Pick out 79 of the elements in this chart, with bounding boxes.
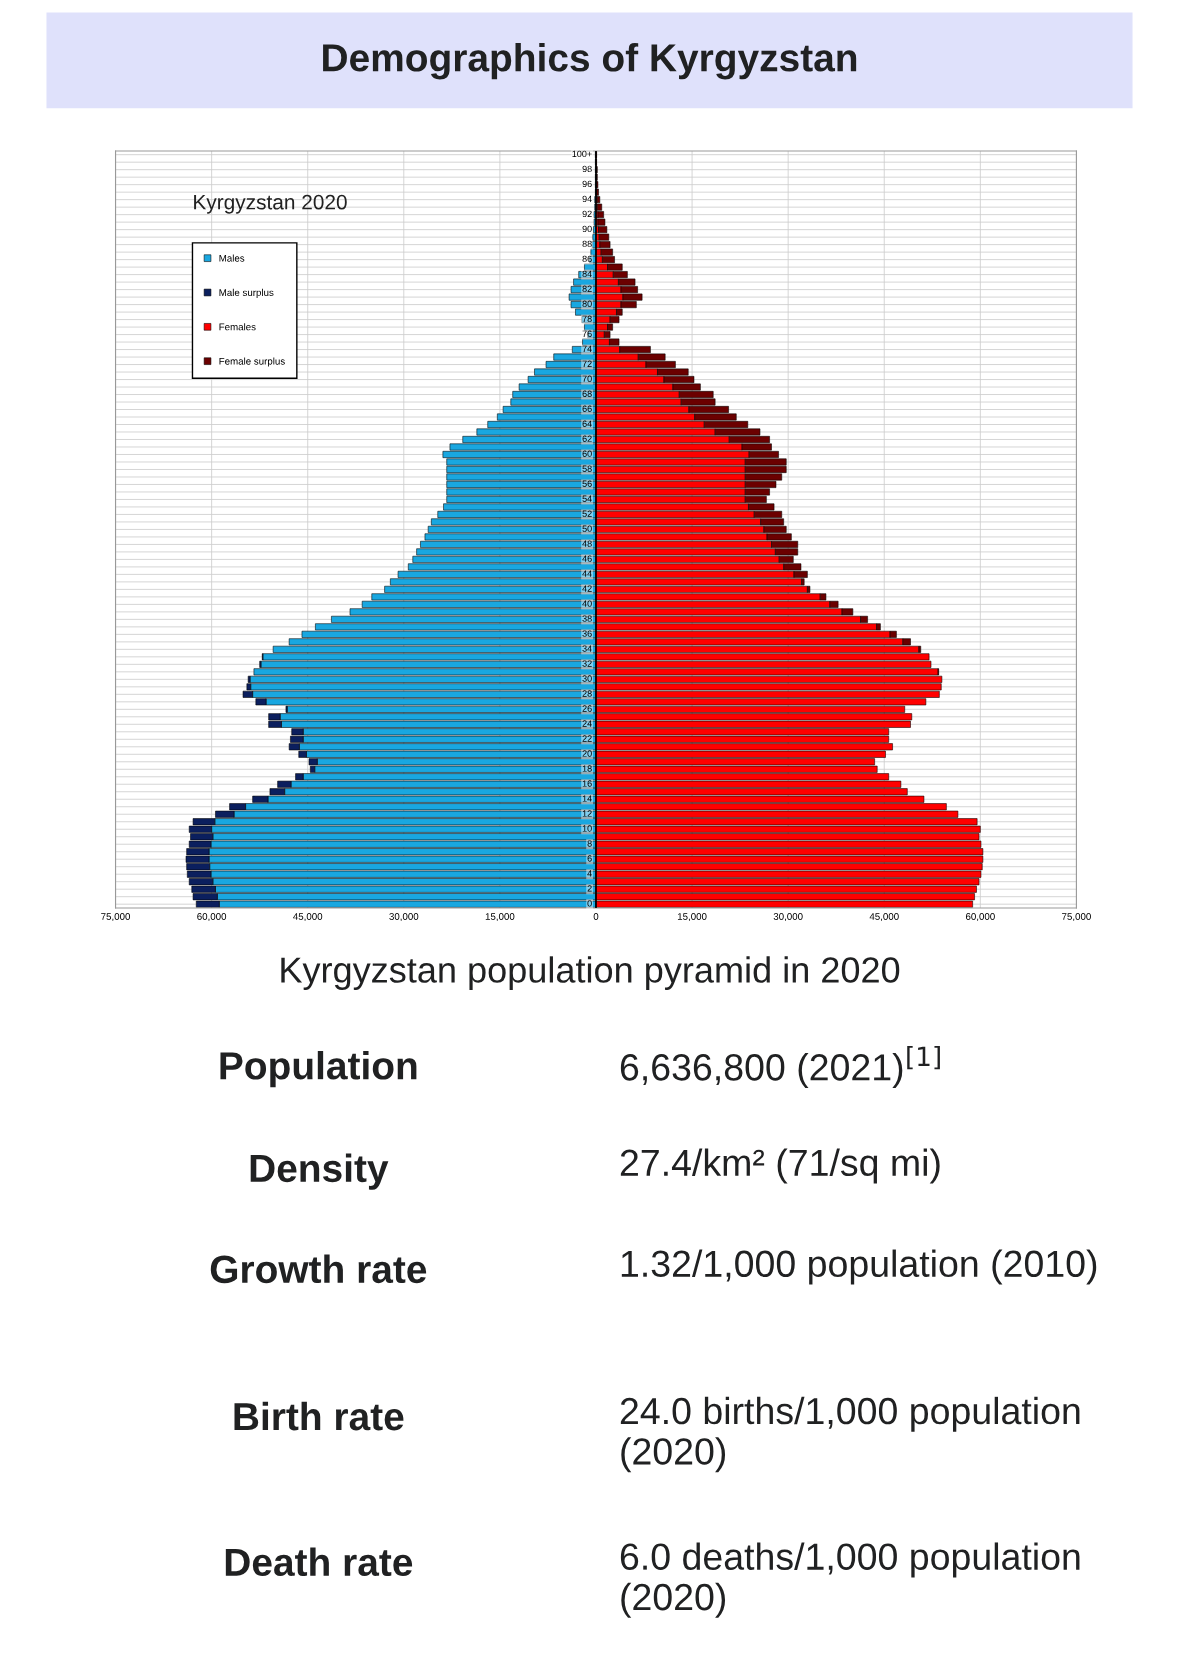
text: Kyrgyzstan population pyramid in 2020 (281, 956, 900, 990)
y-tick-label: 86 (582, 255, 592, 263)
y-tick-label: 94 (582, 195, 592, 203)
y-tick-label: 6 (587, 855, 592, 862)
y-tick-label: 20 (582, 750, 592, 757)
y-tick-label: 40 (582, 600, 592, 607)
y-tick-label: 28 (582, 690, 592, 697)
y-tick-label: 76 (582, 330, 592, 337)
text: Demographics of Kyrgyzstan (323, 43, 857, 80)
text: 1.32/1,000 population (2010) (621, 1249, 1097, 1285)
text: Density (250, 1153, 389, 1190)
y-tick-label: 84 (582, 270, 592, 278)
x-tick-label: 75,000 (101, 913, 131, 922)
y-tick-label: 34 (582, 645, 592, 652)
x-tick-label: 30,000 (773, 913, 803, 922)
y-tick-label: 0 (587, 900, 592, 907)
x-tick-label: 45,000 (869, 913, 899, 922)
y-tick-label: 14 (582, 795, 592, 802)
y-tick-label: 58 (582, 465, 592, 472)
text: Kyrgyzstan 2020 (194, 194, 347, 214)
y-tick-label: 18 (582, 765, 592, 772)
text: 24.0 births/1,000 population (2020) (620, 1396, 1080, 1473)
y-tick-label: 46 (582, 555, 592, 562)
legend-label: Male surplus (219, 288, 274, 298)
y-tick-label: 4 (587, 870, 592, 877)
y-tick-label: 26 (582, 705, 592, 712)
text: Birth rate (234, 1401, 404, 1431)
legend-label: Female surplus (219, 357, 285, 367)
y-tick-label: 16 (582, 780, 592, 787)
y-tick-label: 8 (587, 840, 592, 847)
y-tick-label: 54 (582, 495, 592, 502)
y-tick-label: 80 (582, 300, 592, 308)
legend-label: Females (219, 323, 256, 331)
x-tick-label: 75,000 (1062, 913, 1091, 922)
y-tick-label: 56 (582, 480, 592, 487)
y-tick-label: 74 (582, 345, 592, 352)
x-tick-label: 0 (593, 913, 599, 920)
y-tick-label: 92 (582, 210, 592, 218)
y-tick-label: 60 (582, 450, 592, 457)
y-tick-label: 66 (582, 405, 592, 412)
y-tick-label: 96 (582, 180, 592, 188)
y-tick-label: 32 (582, 660, 592, 667)
y-tick-label: 42 (582, 585, 592, 592)
y-tick-label: 100+ (572, 150, 592, 158)
y-tick-label: 22 (582, 735, 592, 742)
text: Death rate (225, 1547, 413, 1577)
y-tick-label: 12 (582, 810, 592, 817)
y-tick-label: 24 (582, 720, 592, 727)
x-tick-label: 60,000 (965, 913, 995, 922)
text: 6,636,800 (2021)$^{[1]}$ (620, 1045, 940, 1089)
y-tick-label: 68 (582, 390, 592, 397)
y-tick-label: 70 (582, 375, 592, 382)
x-tick-label: 15,000 (485, 913, 515, 922)
legend-label: Males (219, 254, 245, 262)
x-tick-label: 45,000 (293, 913, 323, 922)
x-tick-label: 60,000 (197, 913, 227, 922)
text: 27.4/km² (71/sq mi) (620, 1148, 940, 1184)
y-tick-label: 82 (582, 285, 592, 293)
y-tick-label: 78 (582, 315, 592, 322)
y-tick-label: 10 (582, 825, 592, 832)
y-tick-label: 64 (582, 420, 592, 427)
x-tick-label: 15,000 (677, 913, 707, 922)
y-tick-label: 62 (582, 435, 592, 442)
y-tick-label: 72 (582, 360, 592, 367)
y-tick-label: 50 (582, 525, 592, 532)
y-tick-label: 2 (587, 885, 592, 892)
y-tick-label: 30 (582, 675, 592, 682)
y-tick-label: 98 (582, 165, 592, 173)
y-tick-label: 90 (582, 225, 592, 233)
x-tick-label: 30,000 (389, 913, 419, 922)
y-tick-label: 36 (582, 630, 592, 637)
y-tick-label: 52 (582, 510, 592, 517)
text: Population (220, 1051, 417, 1088)
y-tick-label: 38 (582, 615, 592, 622)
y-tick-label: 48 (582, 540, 592, 547)
y-tick-label: 88 (582, 240, 592, 248)
y-tick-label: 44 (582, 570, 592, 577)
text: Growth rate (210, 1254, 427, 1284)
text: 6.0 deaths/1,000 population (2020) (620, 1542, 1080, 1618)
